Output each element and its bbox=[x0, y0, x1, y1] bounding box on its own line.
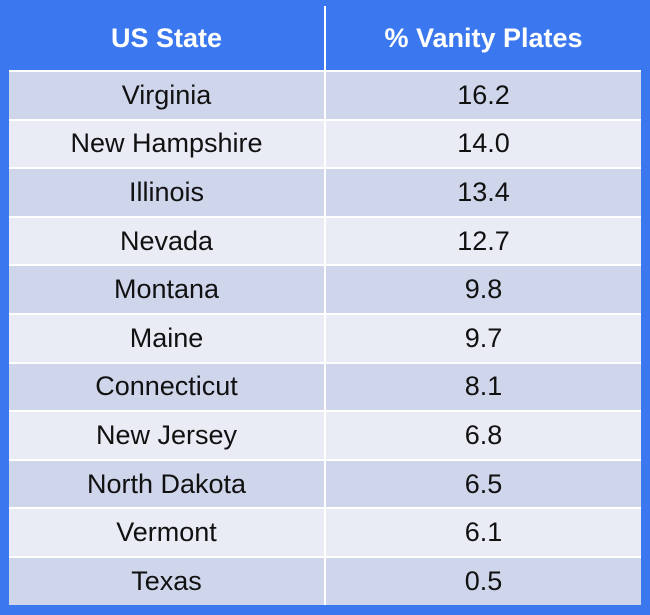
state-cell: Nevada bbox=[9, 215, 326, 266]
column-header-state: US State bbox=[9, 6, 326, 71]
table-row: Maine 9.7 bbox=[9, 312, 641, 363]
header-row: US State % Vanity Plates bbox=[9, 6, 641, 71]
state-cell: New Jersey bbox=[9, 410, 326, 460]
table-row: Montana 9.8 bbox=[9, 264, 641, 314]
table-body: Virginia 16.2 New Hampshire 14.0 Illinois 13.… bbox=[9, 70, 641, 605]
vanity-percent-cell: 6.8 bbox=[325, 410, 641, 460]
table-row: Vermont 6.1 bbox=[9, 507, 641, 557]
state-cell: Maine bbox=[9, 312, 326, 363]
table-row: Texas 0.5 bbox=[9, 555, 641, 605]
state-cell: Montana bbox=[9, 264, 326, 314]
vanity-percent-cell: 6.5 bbox=[325, 458, 641, 509]
table-row: Nevada 12.7 bbox=[9, 215, 641, 266]
vanity-percent-cell: 9.7 bbox=[325, 312, 641, 363]
table-row: Connecticut 8.1 bbox=[9, 361, 641, 412]
table-row: Illinois 13.4 bbox=[9, 167, 641, 217]
vanity-percent-cell: 13.4 bbox=[325, 167, 641, 217]
vanity-percent-cell: 12.7 bbox=[325, 215, 641, 266]
state-cell: Illinois bbox=[9, 167, 326, 217]
column-header-vanity-percent: % Vanity Plates bbox=[325, 6, 641, 71]
table-row: New Hampshire 14.0 bbox=[9, 118, 641, 169]
state-cell: North Dakota bbox=[9, 458, 326, 509]
state-cell: Vermont bbox=[9, 507, 326, 557]
vanity-plates-table: US State % Vanity Plates Virginia 16.2 New… bbox=[9, 6, 641, 605]
vanity-percent-cell: 14.0 bbox=[325, 118, 641, 169]
table-row: North Dakota 6.5 bbox=[9, 458, 641, 509]
state-cell: New Hampshire bbox=[9, 118, 326, 169]
state-cell: Virginia bbox=[9, 70, 326, 120]
vanity-percent-cell: 0.5 bbox=[325, 555, 641, 605]
table-row: New Jersey 6.8 bbox=[9, 410, 641, 460]
vanity-percent-cell: 9.8 bbox=[325, 264, 641, 314]
vanity-percent-cell: 16.2 bbox=[325, 70, 641, 120]
table-header: US State % Vanity Plates bbox=[9, 6, 641, 71]
state-cell: Connecticut bbox=[9, 361, 326, 412]
vanity-percent-cell: 8.1 bbox=[325, 361, 641, 412]
table-row: Virginia 16.2 bbox=[9, 70, 641, 120]
vanity-percent-cell: 6.1 bbox=[325, 507, 641, 557]
state-cell: Texas bbox=[9, 555, 326, 605]
